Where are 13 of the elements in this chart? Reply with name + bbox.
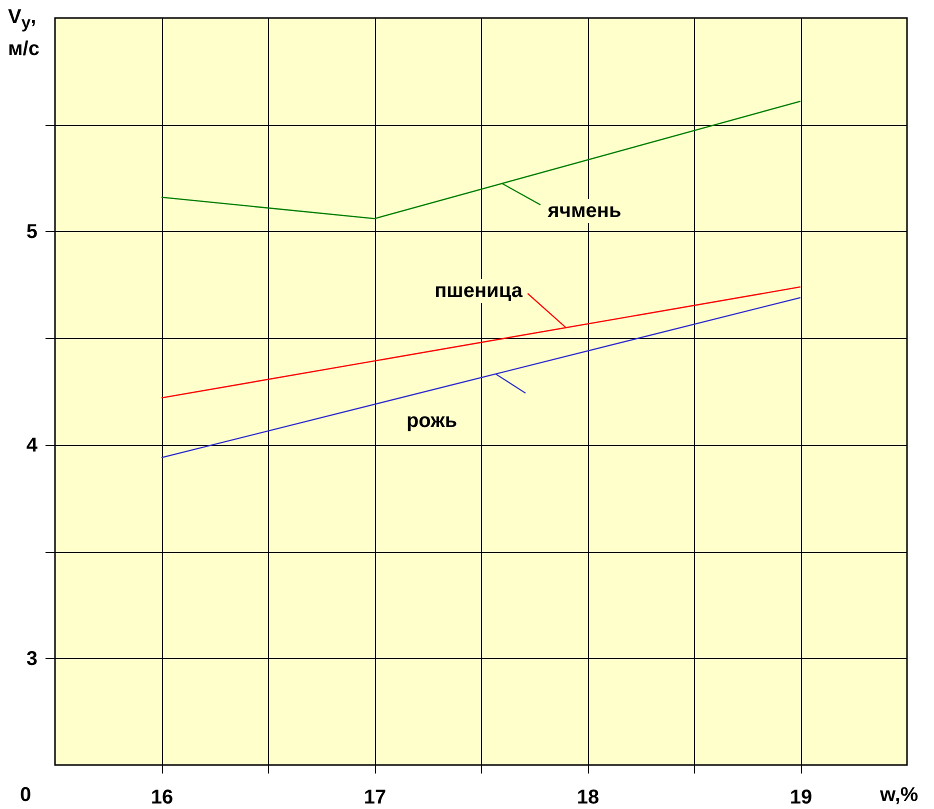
x-tick-label: 18 (576, 786, 600, 808)
series-label: рожь (403, 408, 460, 433)
y-tick-label: 3 (26, 648, 38, 670)
x-tick-label: 17 (364, 786, 386, 808)
x-tick-label: 19 (790, 786, 812, 808)
series-label: ячмень (544, 199, 624, 224)
y-axis-title: V$_{у}$, м/с (8, 5, 40, 62)
x-axis-title: w,% (880, 784, 918, 807)
y-tick-label: 5 (26, 220, 38, 243)
text: 0 (20, 784, 32, 807)
series-label: пшеница (432, 279, 526, 304)
y-tick-label: 4 (26, 434, 38, 456)
x-tick-label: 16 (150, 786, 174, 808)
